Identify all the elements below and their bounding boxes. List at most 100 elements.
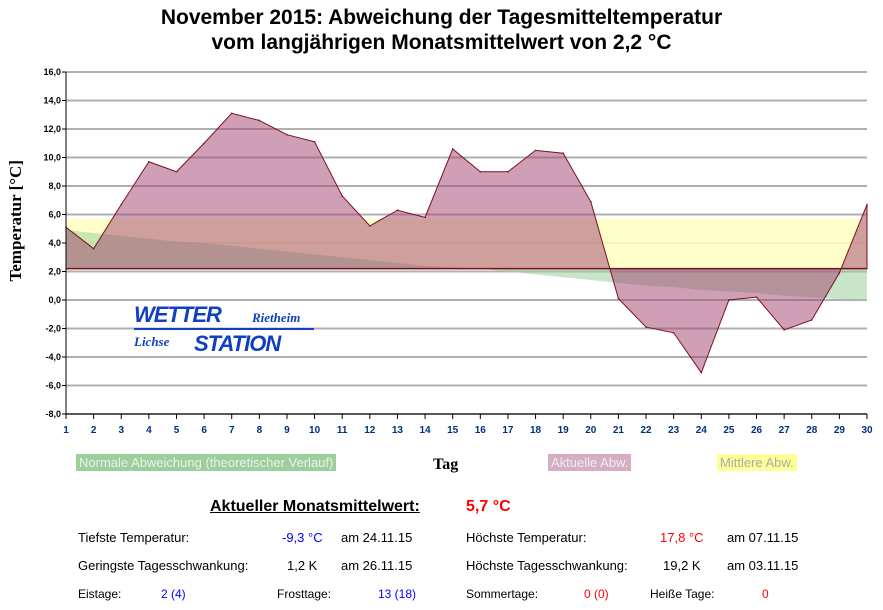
x-tick-label: 30 — [861, 425, 873, 436]
max-range-value: 19,2 K — [663, 558, 701, 573]
x-tick-label: 7 — [229, 425, 235, 436]
min-range-label: Geringste Tagesschwankung: — [78, 558, 249, 573]
max-temp-label: Höchste Temperatur: — [466, 530, 587, 545]
x-tick-label: 8 — [257, 425, 263, 436]
data-point-day-17 — [507, 170, 509, 173]
data-point-day-2 — [92, 247, 95, 250]
summer-days-label: Sommertage: — [466, 587, 539, 601]
data-point-day-19 — [562, 152, 564, 155]
data-point-day-7 — [230, 112, 233, 115]
x-tick-label: 4 — [146, 425, 152, 436]
x-tick-label: 3 — [118, 425, 124, 436]
chart-title-line2: vom langjährigen Monatsmittelwert von 2,… — [211, 31, 672, 54]
x-tick-label: 20 — [585, 425, 597, 436]
y-axis-label: Temperatur [°C] — [6, 160, 25, 282]
data-point-day-21 — [617, 297, 620, 300]
x-tick-label: 28 — [806, 425, 818, 436]
logo-rule — [134, 328, 314, 330]
data-point-day-20 — [589, 200, 592, 203]
x-tick-label: 21 — [613, 425, 625, 436]
x-tick-label: 11 — [337, 425, 348, 436]
frost-days-label: Frosttage: — [277, 587, 332, 601]
data-point-day-26 — [755, 296, 758, 298]
y-tick-label: -2,0 — [45, 324, 61, 334]
ice-days-value: 2 (4) — [161, 587, 186, 601]
x-tick-label: 6 — [201, 425, 207, 436]
data-point-day-30 — [866, 203, 868, 206]
x-tick-label: 5 — [174, 425, 180, 436]
x-tick-label: 27 — [779, 425, 791, 436]
x-tick-label: 14 — [420, 425, 432, 436]
min-temp-label: Tiefste Temperatur: — [78, 530, 190, 545]
data-point-day-15 — [451, 148, 454, 150]
logo-place: Rietheim — [252, 310, 301, 325]
x-tick-label: 19 — [558, 425, 570, 436]
x-tick-label: 10 — [309, 425, 321, 436]
max-temp-value: 17,8 °C — [660, 530, 704, 545]
data-point-day-5 — [175, 170, 178, 173]
x-tick-label: 13 — [392, 425, 404, 436]
max-range-label: Höchste Tagesschwankung: — [466, 558, 628, 573]
min-range-value: 1,2 K — [287, 558, 318, 573]
data-point-day-25 — [728, 299, 730, 301]
data-point-day-8 — [258, 119, 261, 122]
y-tick-label: 6,0 — [48, 210, 61, 220]
mean-value: 5,7 °C — [466, 498, 511, 515]
x-tick-label: 22 — [640, 425, 652, 436]
y-tick-label: 16,0 — [43, 67, 61, 77]
x-axis-label: Tag — [433, 456, 459, 473]
x-tick-label: 9 — [284, 425, 290, 436]
y-tick-label: -4,0 — [45, 352, 61, 362]
y-tick-label: 2,0 — [48, 267, 61, 277]
data-point-day-16 — [479, 170, 482, 173]
data-point-day-27 — [783, 329, 785, 331]
x-tick-label: 16 — [475, 425, 487, 436]
data-point-day-29 — [838, 272, 841, 274]
legend-mean: Mittlere Abw. — [717, 454, 797, 471]
min-range-date: am 26.11.15 — [341, 558, 413, 573]
data-point-day-3 — [120, 203, 123, 206]
data-point-day-14 — [424, 216, 426, 219]
data-point-day-24 — [700, 371, 703, 374]
y-tick-label: 14,0 — [43, 96, 61, 106]
plot-area: 16,0 14,0 12,0 10,0 8,0 6,0 4,0 2,0 0,0 -2,0 -4,0 -… — [43, 67, 873, 436]
y-tick-label: 8,0 — [48, 181, 61, 191]
mean-label: Aktueller Monatsmittelwert: — [210, 498, 420, 515]
data-point-day-13 — [396, 209, 399, 212]
x-tick-label: 23 — [668, 425, 680, 436]
data-point-day-22 — [645, 326, 647, 328]
x-tick-label: 12 — [364, 425, 376, 436]
data-point-day-4 — [148, 160, 150, 163]
data-point-day-9 — [286, 133, 288, 136]
legend-normal: Normale Abweichung (theoretischer Verlau… — [76, 454, 337, 471]
data-point-day-28 — [810, 319, 813, 321]
y-tick-label: 0,0 — [48, 295, 61, 305]
data-point-day-10 — [313, 141, 316, 143]
y-tick-label: 10,0 — [43, 153, 61, 163]
x-tick-label: 25 — [723, 425, 735, 436]
data-point-day-23 — [672, 331, 675, 334]
x-tick-label: 18 — [530, 425, 542, 436]
data-point-day-6 — [203, 142, 205, 145]
x-tick-label: 24 — [696, 425, 708, 436]
max-range-date: am 03.11.15 — [727, 558, 799, 573]
x-tick-label: 26 — [751, 425, 763, 436]
y-tick-label: 4,0 — [48, 238, 61, 248]
x-tick-label: 1 — [63, 425, 69, 436]
chart-title-line1: November 2015: Abweichung der Tagesmitte… — [160, 6, 723, 29]
y-tick-label: 12,0 — [43, 124, 61, 134]
min-temp-value: -9,3 °C — [282, 530, 323, 545]
logo-wetter: WETTER — [134, 302, 222, 327]
hot-days-value: 0 — [762, 587, 769, 601]
y-tick-label: -8,0 — [45, 409, 61, 419]
logo-station: STATION — [194, 331, 281, 356]
x-tick-label: 2 — [91, 425, 97, 436]
x-tick-label: 15 — [447, 425, 459, 436]
min-temp-date: am 24.11.15 — [341, 530, 413, 545]
summer-days-value: 0 (0) — [584, 587, 609, 601]
hot-days-label: Heiße Tage: — [650, 587, 715, 601]
max-temp-date: am 07.11.15 — [727, 530, 799, 545]
data-point-day-18 — [534, 149, 537, 152]
frost-days-value: 13 (18) — [378, 587, 417, 601]
